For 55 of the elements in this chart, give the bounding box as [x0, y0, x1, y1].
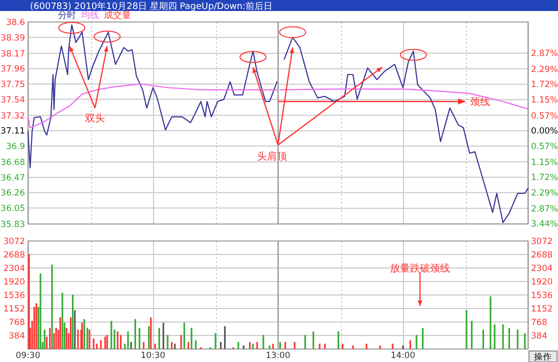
y2-tick-label: 1.72%: [531, 80, 558, 90]
series-label: 分时: [58, 10, 76, 21]
y-tick-label: 38.6: [6, 18, 25, 28]
y-tick-label: 36.05: [0, 204, 25, 214]
y2-tick-label: 2.29%: [531, 188, 558, 199]
y-tick-label: 384: [531, 331, 548, 342]
ref-line-label: 颈线: [470, 96, 490, 108]
y-tick-label: 37.32: [0, 111, 25, 122]
y-tick-label: 37.54: [0, 95, 25, 106]
y-tick-label: 3072: [531, 236, 553, 247]
y-tick-label: 36.26: [0, 188, 25, 199]
y-tick-label: 35.83: [0, 220, 25, 230]
y-tick-label: 768: [531, 318, 548, 328]
x-tick-label: 10:30: [140, 351, 166, 361]
y2-tick-label: 2.29%: [531, 64, 558, 75]
chart-title: (600783) 2010年10月28日 星期四 PageUp/Down:前后日: [30, 1, 272, 12]
y-tick-label: 1536: [3, 290, 25, 301]
y-tick-label: 3072: [3, 236, 25, 247]
x-tick-label: 09:30: [16, 351, 40, 361]
y-tick-label: 2688: [531, 250, 553, 260]
y-tick-label: 37.75: [0, 80, 25, 90]
y-tick-label: 2304: [531, 264, 553, 274]
y-tick-label: 2304: [3, 264, 25, 274]
y-tick-label: 768: [8, 318, 25, 328]
y-tick-label: 1920: [531, 277, 553, 288]
y2-tick-label: 2.87%: [531, 49, 558, 60]
y2-tick-label: 2.87%: [531, 204, 558, 214]
y-tick-label: 36.47: [0, 173, 25, 184]
y-tick-label: 1152: [531, 304, 553, 314]
y2-tick-label: 1.15%: [531, 96, 558, 106]
text: 均线: [80, 10, 99, 21]
y-tick-label: 37.96: [0, 64, 25, 75]
y-tick-label: 2688: [3, 250, 25, 260]
y2-tick-label: 1.15%: [531, 158, 558, 168]
annotation: 头肩顶: [257, 150, 287, 162]
x-tick-label: 13:00: [266, 351, 290, 361]
annotation: 放量跌破颈线: [390, 262, 450, 274]
annotation: 双头: [85, 112, 105, 124]
y2-tick-label: 0.57%: [531, 111, 558, 122]
y2-tick-label: 0.57%: [531, 142, 558, 152]
y-tick-label: 37.11: [0, 126, 25, 137]
text: 操作: [534, 352, 552, 362]
y2-tick-label: 1.72%: [531, 173, 558, 184]
y-tick-label: 36.68: [0, 158, 25, 168]
y-tick-label: 1536: [531, 290, 553, 301]
y-tick-label: 36.9: [6, 142, 25, 152]
y2-tick-label: 3.44%: [531, 220, 558, 230]
y-tick-label: 38.39: [0, 33, 25, 44]
y-tick-label: 384: [8, 331, 25, 342]
text: 成交量: [104, 11, 131, 21]
y2-tick-label: 0.00%: [531, 126, 558, 137]
y-tick-label: 38.17: [0, 49, 25, 60]
x-tick-label: 14:00: [390, 351, 416, 361]
y-tick-label: 1920: [3, 277, 25, 288]
y-tick-label: 1152: [3, 304, 25, 314]
